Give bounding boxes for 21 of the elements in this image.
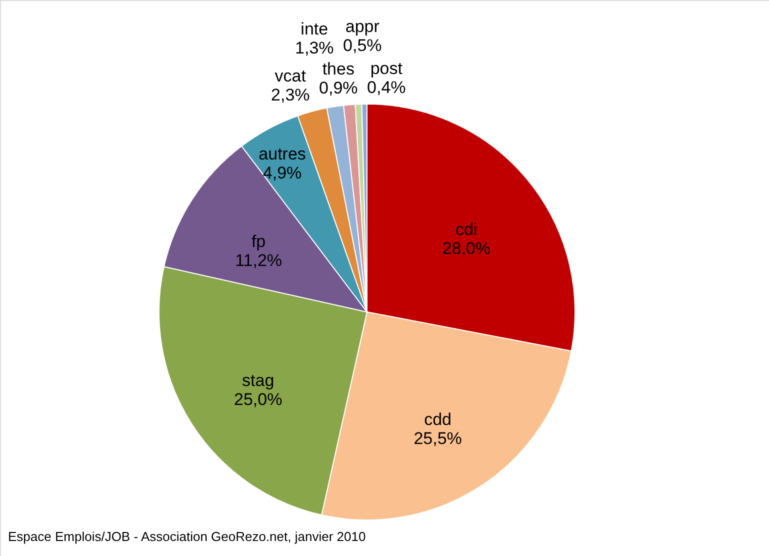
data-label: 1,3% bbox=[295, 38, 334, 58]
data-label: 0,9% bbox=[319, 78, 358, 98]
data-label: 25,5% bbox=[414, 428, 462, 448]
data-label: 11,2% bbox=[235, 251, 282, 270]
data-label: 0,5% bbox=[343, 36, 382, 56]
slice-label: post bbox=[370, 59, 403, 78]
slice-label: cdi bbox=[456, 220, 478, 239]
slice-label: vcat bbox=[274, 66, 306, 86]
text: Espace Emplois/JOB - Association GeoRezo.net, janvier 2010 bbox=[8, 529, 366, 544]
slice-label: thes bbox=[322, 60, 354, 79]
slice-label: inte bbox=[300, 19, 328, 38]
data-label: 4,9% bbox=[262, 163, 302, 182]
data-label: 2,3% bbox=[271, 85, 310, 104]
data-label: 28,0% bbox=[442, 238, 490, 258]
slice-label: autres bbox=[258, 144, 306, 164]
slice-label: cdd bbox=[424, 410, 452, 429]
data-label: 25,0% bbox=[234, 390, 282, 410]
slice-label: appr bbox=[345, 17, 380, 36]
slice-label: stag bbox=[242, 371, 274, 390]
data-label: 0,4% bbox=[367, 78, 406, 98]
slice-label: fp bbox=[251, 232, 266, 252]
